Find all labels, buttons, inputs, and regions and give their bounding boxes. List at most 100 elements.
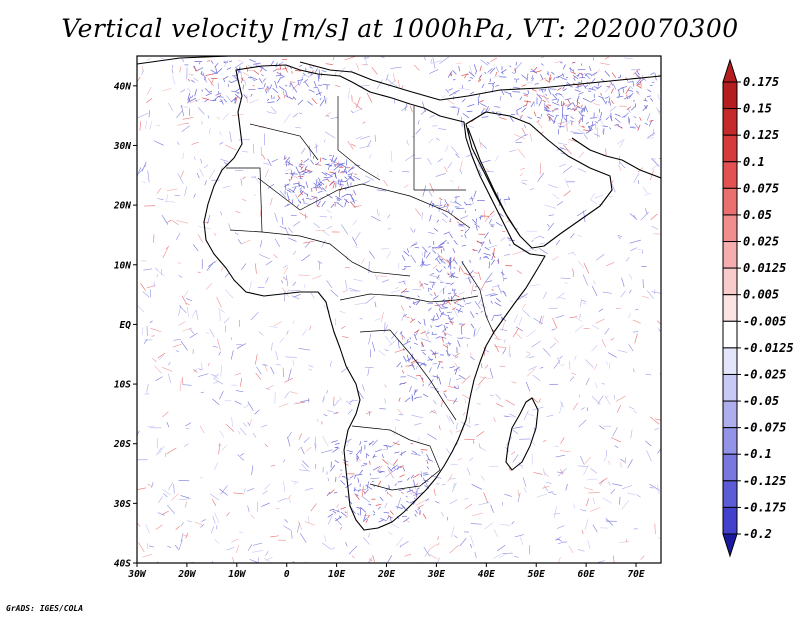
velocity-contour — [277, 77, 282, 84]
velocity-contour — [422, 513, 427, 520]
velocity-contour — [448, 317, 453, 321]
velocity-contour — [166, 422, 170, 428]
velocity-contour — [451, 146, 459, 155]
velocity-contour — [406, 477, 410, 481]
velocity-contour — [137, 112, 149, 119]
velocity-contour — [378, 349, 386, 356]
velocity-contour — [587, 125, 591, 132]
velocity-contour — [357, 477, 360, 483]
velocity-contour — [459, 299, 463, 302]
velocity-contour — [230, 97, 237, 103]
velocity-contour — [436, 274, 440, 279]
velocity-contour — [524, 124, 526, 129]
velocity-contour — [428, 367, 432, 373]
velocity-contour — [219, 142, 224, 145]
velocity-contour — [353, 107, 363, 113]
velocity-contour — [615, 395, 626, 402]
velocity-contour — [432, 202, 434, 206]
velocity-contour — [250, 93, 253, 97]
velocity-contour — [464, 302, 472, 305]
velocity-contour — [427, 356, 433, 361]
colorbar-segment — [722, 108, 738, 136]
velocity-contour — [449, 499, 458, 505]
velocity-contour — [489, 368, 494, 379]
velocity-contour — [471, 284, 474, 295]
velocity-contour — [572, 74, 579, 80]
velocity-contour — [394, 426, 396, 435]
velocity-contour — [349, 475, 354, 479]
velocity-contour — [210, 69, 218, 74]
velocity-contour — [377, 480, 382, 487]
velocity-contour — [353, 189, 357, 196]
velocity-contour — [298, 165, 303, 169]
velocity-contour — [206, 262, 214, 271]
velocity-contour — [580, 80, 583, 86]
velocity-contour — [182, 327, 193, 332]
velocity-contour — [297, 79, 304, 82]
velocity-contour — [420, 338, 432, 343]
velocity-contour — [608, 97, 611, 104]
velocity-contour — [466, 343, 469, 347]
velocity-contour — [465, 203, 472, 206]
velocity-contour — [420, 474, 423, 478]
velocity-contour — [614, 113, 621, 117]
velocity-contour — [462, 412, 466, 416]
velocity-contour — [331, 547, 335, 550]
velocity-contour — [151, 481, 154, 488]
velocity-contour — [409, 353, 414, 361]
velocity-contour — [354, 245, 358, 248]
velocity-contour — [491, 252, 495, 261]
velocity-contour — [235, 67, 239, 70]
coastlines — [137, 56, 661, 531]
velocity-contour — [356, 63, 360, 71]
velocity-contour — [644, 208, 648, 215]
velocity-contour — [299, 177, 303, 180]
velocity-contour — [458, 374, 466, 380]
velocity-contour — [190, 74, 194, 77]
velocity-contour — [311, 187, 313, 192]
velocity-contour — [300, 159, 303, 162]
velocity-contour — [220, 98, 224, 105]
velocity-contour — [392, 442, 401, 446]
velocity-contour — [226, 546, 235, 551]
velocity-contour — [218, 443, 222, 447]
velocity-contour — [515, 326, 523, 332]
velocity-contour — [298, 433, 302, 440]
velocity-contour — [570, 233, 575, 239]
velocity-contour — [293, 87, 298, 93]
velocity-contour — [316, 204, 320, 208]
velocity-contour — [167, 546, 172, 548]
velocity-contour — [281, 76, 285, 79]
velocity-contour — [401, 492, 404, 494]
velocity-contour — [140, 282, 146, 291]
velocity-contour — [300, 166, 304, 170]
velocity-contour — [448, 209, 450, 213]
velocity-contour — [441, 218, 448, 223]
velocity-contour — [337, 183, 345, 186]
velocity-contour — [341, 451, 343, 455]
velocity-contour — [387, 515, 393, 519]
velocity-contour — [142, 553, 153, 558]
velocity-contour — [372, 466, 381, 471]
velocity-contour — [425, 252, 431, 259]
velocity-contour — [578, 168, 587, 173]
velocity-contour — [445, 343, 452, 345]
velocity-contour — [454, 299, 461, 304]
velocity-contour — [164, 200, 176, 203]
velocity-contour — [286, 275, 289, 287]
velocity-contour — [495, 221, 503, 227]
velocity-contour — [485, 314, 489, 318]
velocity-contour — [596, 85, 602, 90]
velocity-contour — [435, 246, 445, 250]
velocity-contour — [317, 74, 320, 82]
velocity-contour — [612, 483, 623, 486]
velocity-contour — [421, 377, 424, 380]
velocity-contour — [275, 61, 284, 68]
velocity-contour — [156, 187, 162, 194]
velocity-contour — [181, 125, 190, 132]
velocity-contour — [184, 443, 189, 448]
velocity-contour — [583, 487, 594, 491]
velocity-contour — [292, 83, 299, 90]
velocity-contour — [490, 225, 494, 228]
velocity-contour — [534, 70, 542, 73]
